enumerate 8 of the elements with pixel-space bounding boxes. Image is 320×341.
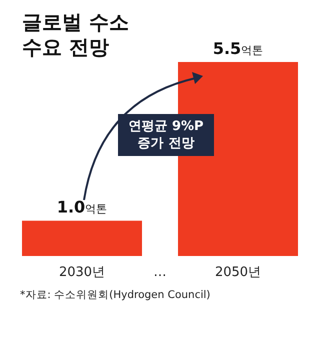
chart-title: 글로벌 수소 수요 전망 [22, 10, 130, 60]
x-tick-label: 2030년 [58, 265, 106, 280]
x-tick-label: 2050년 [214, 265, 262, 280]
text: *자료: 수소위원회(Hydrogen Council) [20, 288, 210, 302]
annotation: 연평균 9%P 증가 전망 [118, 114, 214, 156]
data-label: 5.5억톤 [212, 39, 264, 58]
text: … [154, 265, 166, 280]
data-label: 1.0억톤 [56, 198, 108, 217]
